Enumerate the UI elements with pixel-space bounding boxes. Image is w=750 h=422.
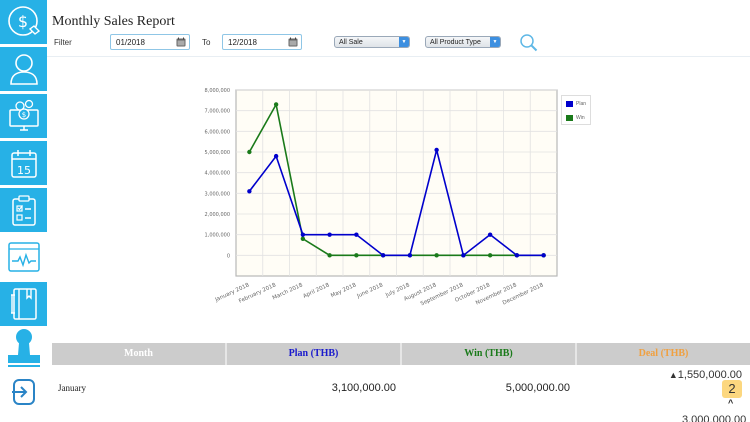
logout-button[interactable] <box>0 370 47 414</box>
notebook-icon <box>10 288 37 320</box>
product-type-select[interactable]: All Product Type ▼ <box>425 36 501 48</box>
calendar-picker-icon[interactable] <box>288 37 298 47</box>
sidebar-item-sales[interactable]: $ <box>0 94 47 138</box>
sales-table: Month Plan (THB) Win (THB) Deal (THB) <box>52 343 750 365</box>
to-label: To <box>202 38 211 47</box>
svg-text:8,000,000: 8,000,000 <box>205 88 230 94</box>
table-row[interactable]: January 3,100,000.00 5,000,000.00 ▲1,550… <box>52 365 750 422</box>
sidebar-item-calendar[interactable]: 15 <box>0 141 47 185</box>
date-to-input[interactable]: 12/2018 <box>222 34 302 50</box>
sale-select[interactable]: All Sale ▼ <box>334 36 410 48</box>
calendar-icon: 15 <box>10 150 37 178</box>
cell-deal-next: 3,000,000.00 <box>682 414 747 422</box>
sidebar-item-dashboard[interactable]: $ <box>0 0 47 44</box>
svg-text:3,000,000: 3,000,000 <box>205 191 230 197</box>
calendar-picker-icon[interactable] <box>176 37 186 47</box>
money-monitor-icon: $ <box>8 99 39 131</box>
svg-text:0: 0 <box>227 253 230 259</box>
checklist-icon <box>11 195 36 226</box>
user-icon <box>9 54 38 85</box>
logout-icon <box>11 379 35 405</box>
cell-month: January <box>58 383 86 393</box>
cell-plan: 3,100,000.00 <box>331 382 396 394</box>
deal-count-badge[interactable]: 2 <box>722 380 742 398</box>
dollar-touch-icon: $ <box>7 6 40 36</box>
chart-legend: Plan Win <box>561 95 591 125</box>
header-deal[interactable]: Deal (THB) <box>577 343 750 365</box>
sidebar-item-customer[interactable] <box>0 47 47 91</box>
svg-text:2,000,000: 2,000,000 <box>205 212 230 218</box>
svg-text:15: 15 <box>17 164 31 177</box>
deal-value: 1,550,000.00 <box>677 369 742 381</box>
date-to-value: 12/2018 <box>228 38 257 47</box>
win-swatch <box>566 115 573 121</box>
caret-up-icon[interactable]: ▲ <box>668 370 678 380</box>
divider <box>47 56 750 57</box>
header-win[interactable]: Win (THB) <box>402 343 577 365</box>
legend-item-win: Win <box>566 115 585 121</box>
sidebar-item-tasks[interactable] <box>0 188 47 232</box>
date-from-value: 01/2018 <box>116 38 145 47</box>
chevron-down-icon: ▼ <box>490 37 500 47</box>
legend-item-plan: Plan <box>566 101 586 107</box>
sidebar: $ $ 15 <box>0 0 47 422</box>
sale-select-value: All Sale <box>339 39 363 46</box>
caret-up-icon[interactable]: ^ <box>728 398 734 408</box>
svg-text:April 2018: April 2018 <box>302 282 331 300</box>
svg-text:March 2018: March 2018 <box>272 282 304 301</box>
sidebar-item-approve[interactable] <box>0 327 47 371</box>
filter-label: Filter <box>54 38 72 47</box>
svg-text:May 2018: May 2018 <box>330 282 358 299</box>
svg-text:4,000,000: 4,000,000 <box>205 171 230 177</box>
svg-text:$: $ <box>17 12 27 31</box>
svg-text:7,000,000: 7,000,000 <box>205 109 230 115</box>
svg-text:June 2018: June 2018 <box>355 282 384 300</box>
sidebar-item-notebook[interactable] <box>0 282 47 326</box>
svg-text:5,000,000: 5,000,000 <box>205 150 230 156</box>
product-type-select-value: All Product Type <box>430 39 481 46</box>
page-title: Monthly Sales Report <box>52 14 175 29</box>
sidebar-item-activity[interactable] <box>0 235 47 279</box>
svg-text:$: $ <box>21 111 25 119</box>
plan-swatch <box>566 101 573 107</box>
table-header: Month Plan (THB) Win (THB) Deal (THB) <box>52 343 750 365</box>
stamp-icon <box>7 329 40 367</box>
activity-monitor-icon <box>7 242 40 272</box>
sales-line-chart: 8,000,000 7,000,000 6,000,000 5,000,000 4,00… <box>205 88 558 307</box>
search-icon[interactable] <box>519 33 539 53</box>
date-from-input[interactable]: 01/2018 <box>110 34 190 50</box>
chevron-down-icon: ▼ <box>399 37 409 47</box>
header-month[interactable]: Month <box>52 343 227 365</box>
cell-win: 5,000,000.00 <box>505 382 570 394</box>
cell-deal: ▲1,550,000.00 <box>669 369 742 381</box>
svg-text:6,000,000: 6,000,000 <box>205 129 230 135</box>
svg-text:1,000,000: 1,000,000 <box>205 233 230 239</box>
header-plan[interactable]: Plan (THB) <box>227 343 402 365</box>
